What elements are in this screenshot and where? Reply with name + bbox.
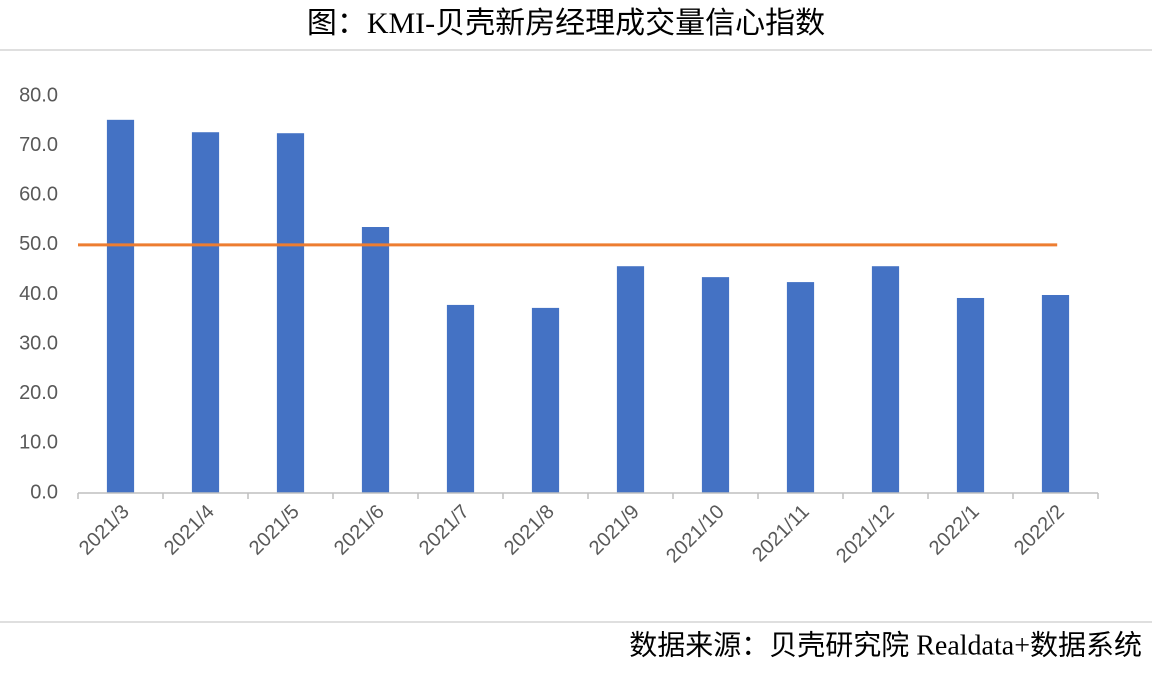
y-tick-label: 80.0 [19, 84, 58, 106]
x-tick-label: 2021/5 [245, 501, 304, 560]
x-tick-label: 2021/4 [160, 501, 219, 560]
x-tick-label: 2021/3 [75, 501, 134, 560]
bar [871, 266, 900, 493]
bar [361, 227, 390, 493]
x-tick-label: 2021/9 [585, 501, 644, 560]
bar [1041, 294, 1070, 493]
bar [956, 297, 985, 493]
y-tick-label: 70.0 [19, 134, 58, 156]
y-tick-label: 30.0 [19, 332, 58, 354]
y-tick-label: 0.0 [30, 481, 58, 503]
bar [276, 133, 305, 493]
x-tick-label: 2021/6 [330, 501, 389, 560]
y-tick-label: 40.0 [19, 283, 58, 305]
bar [191, 132, 220, 493]
x-tick-label: 2022/1 [925, 501, 984, 560]
bar [106, 119, 135, 493]
x-tick-label: 2021/7 [415, 501, 474, 560]
chart-title: 图：KMI-贝壳新房经理成交量信心指数 [307, 7, 825, 40]
y-tick-label: 10.0 [19, 432, 58, 454]
bar [786, 282, 815, 493]
x-tick-label: 2021/12 [832, 501, 899, 568]
y-tick-label: 20.0 [19, 382, 58, 404]
bar [446, 304, 475, 493]
x-tick-label: 2022/2 [1010, 501, 1069, 560]
bar [531, 307, 560, 493]
x-tick-label: 2021/8 [500, 501, 559, 560]
x-tick-label: 2021/10 [662, 501, 729, 568]
x-tick-label: 2021/11 [748, 501, 814, 567]
y-tick-label: 50.0 [19, 233, 58, 255]
bar [701, 277, 730, 493]
y-tick-label: 60.0 [19, 184, 58, 206]
bar [616, 266, 645, 493]
source-note: 数据来源：贝壳研究院 Realdata+数据系统 [629, 629, 1142, 661]
